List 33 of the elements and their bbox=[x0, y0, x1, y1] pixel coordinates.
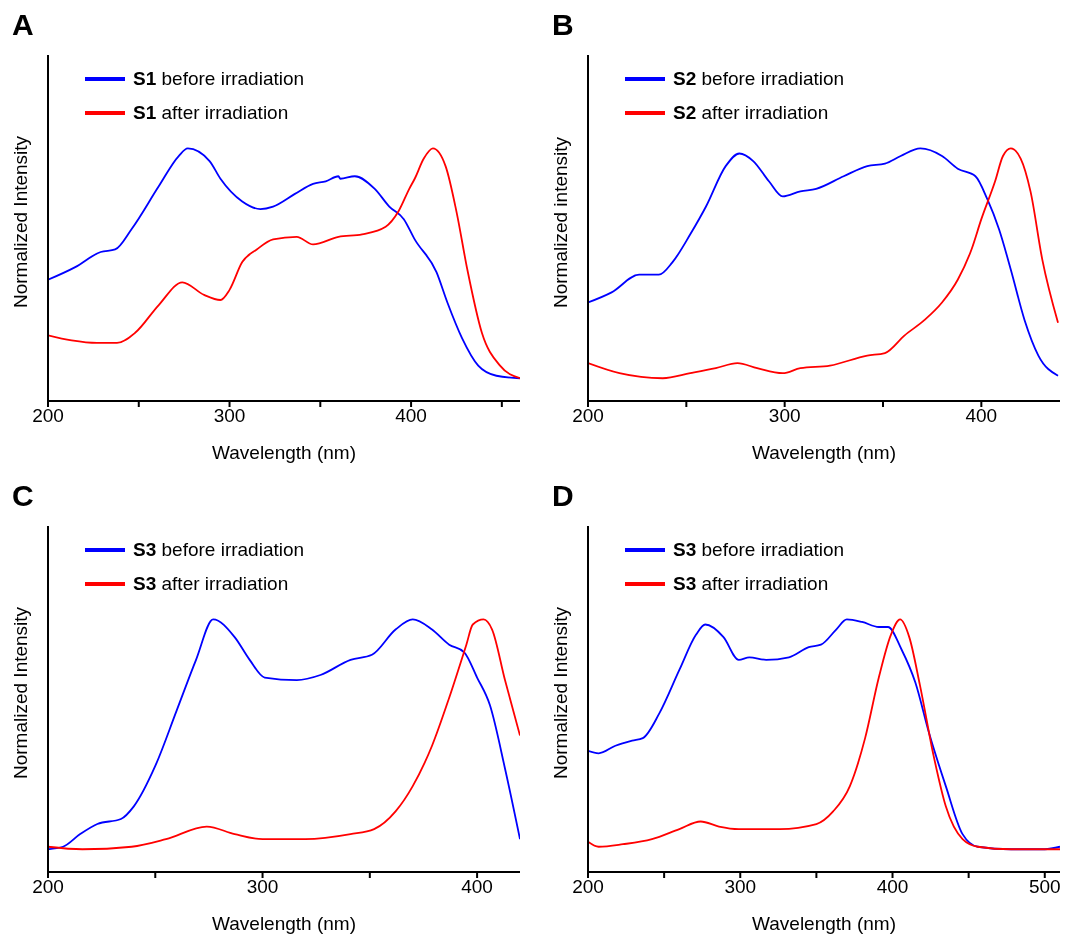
x-axis-title: Wavelength (nm) bbox=[212, 442, 356, 463]
x-tick-label: 300 bbox=[246, 876, 279, 898]
x-tick-label: 300 bbox=[768, 405, 801, 427]
chart-title: C bbox=[12, 479, 34, 513]
x-axis-title: Wavelength (nm) bbox=[752, 913, 896, 934]
x-axis-title: Wavelength (nm) bbox=[212, 913, 356, 934]
x-axis-title: Wavelength (nm) bbox=[752, 442, 896, 463]
y-axis-title: Normalized Intensity bbox=[9, 606, 31, 779]
legend-label: S3 after irradiation bbox=[673, 573, 829, 595]
x-tick-label: 400 bbox=[876, 876, 909, 898]
y-axis-title: Normalized Intensity bbox=[9, 135, 31, 308]
x-tick-label: 200 bbox=[572, 876, 604, 898]
legend-label: S2 after irradiation bbox=[673, 102, 829, 124]
legend-label: S2 before irradiation bbox=[673, 68, 845, 90]
x-tick-label: 400 bbox=[395, 405, 427, 427]
x-tick-label: 500 bbox=[1028, 876, 1061, 898]
x-tick-label: 300 bbox=[724, 876, 757, 898]
y-axis-title: Normalized intensity bbox=[549, 136, 571, 308]
chart-title: A bbox=[12, 8, 34, 42]
y-axis-title: Normalized Intensity bbox=[549, 606, 571, 779]
x-tick-label: 300 bbox=[213, 405, 246, 427]
chart-title: B bbox=[552, 8, 574, 42]
x-tick-label: 400 bbox=[461, 876, 493, 898]
x-tick-label: 200 bbox=[572, 405, 604, 427]
legend-label: S1 before irradiation bbox=[133, 68, 305, 90]
legend-label: S3 before irradiation bbox=[673, 539, 845, 561]
legend-label: S3 before irradiation bbox=[133, 539, 305, 561]
chart-title: D bbox=[552, 479, 574, 513]
x-tick-label: 200 bbox=[32, 876, 64, 898]
x-tick-label: 200 bbox=[32, 405, 64, 427]
legend-label: S1 after irradiation bbox=[133, 102, 289, 124]
legend-label: S3 after irradiation bbox=[133, 573, 289, 595]
x-tick-label: 400 bbox=[965, 405, 998, 427]
